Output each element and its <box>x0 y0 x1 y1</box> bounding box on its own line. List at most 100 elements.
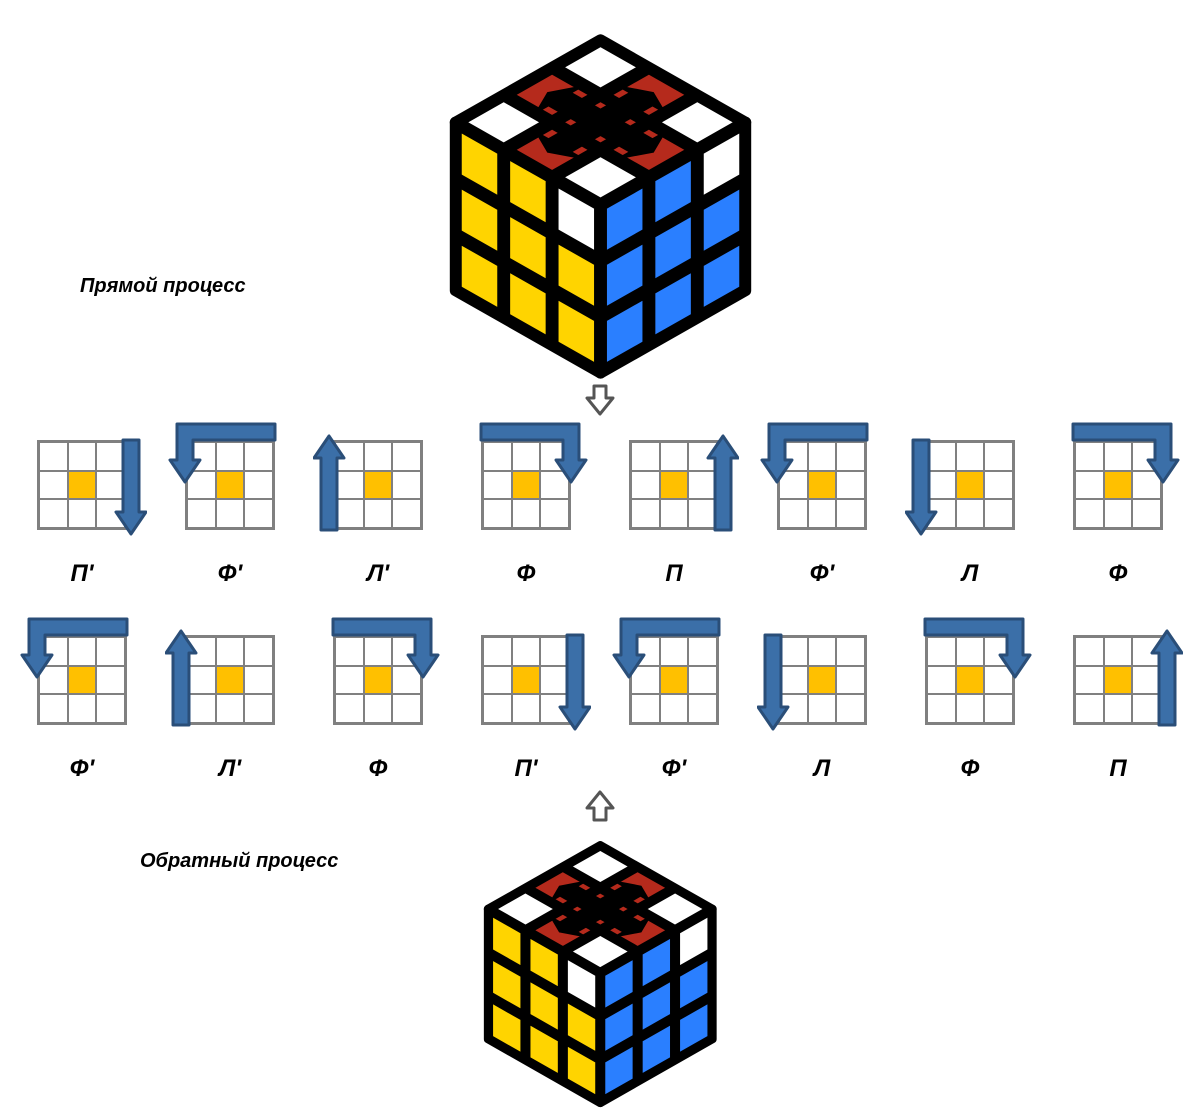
sticker <box>660 637 689 666</box>
sticker <box>483 442 512 471</box>
move-grid <box>37 635 127 725</box>
move-label: Ф' <box>70 755 94 783</box>
move-label: П <box>665 560 682 588</box>
sticker <box>392 637 421 666</box>
sticker <box>631 694 660 723</box>
face-grid <box>185 440 275 530</box>
sticker <box>187 442 216 471</box>
move-label: Ф <box>517 560 536 588</box>
sticker <box>1104 694 1133 723</box>
sticker <box>96 694 125 723</box>
face-grid <box>777 440 867 530</box>
move-grid <box>629 440 719 530</box>
sticker <box>631 637 660 666</box>
center-sticker <box>1104 666 1133 695</box>
center-sticker <box>1104 471 1133 500</box>
center-sticker <box>956 471 985 500</box>
move-label: Л <box>814 755 831 783</box>
sticker <box>631 499 660 528</box>
face-grid <box>333 440 423 530</box>
sticker <box>540 666 569 695</box>
sticker <box>1132 499 1161 528</box>
move-grid <box>333 440 423 530</box>
move-grid <box>37 440 127 530</box>
move-row-1: П'Ф'Л'ФПФ'ЛФ <box>20 440 1180 588</box>
move-cell: П <box>1058 635 1178 783</box>
move-grid <box>481 635 571 725</box>
sticker <box>244 499 273 528</box>
sticker <box>244 666 273 695</box>
move-label: П' <box>71 560 94 588</box>
sticker <box>540 637 569 666</box>
sticker <box>244 471 273 500</box>
sticker <box>836 637 865 666</box>
sticker <box>68 442 97 471</box>
move-cell: Ф <box>466 440 586 588</box>
sticker <box>39 637 68 666</box>
rubiks-cube-icon <box>441 20 760 383</box>
move-cell: Ф <box>1058 440 1178 588</box>
sticker <box>836 694 865 723</box>
face-grid <box>37 635 127 725</box>
sticker <box>927 442 956 471</box>
sticker <box>187 637 216 666</box>
move-label: Ф' <box>662 755 686 783</box>
move-cell: Л' <box>170 635 290 783</box>
move-cell: П' <box>22 440 142 588</box>
sticker <box>39 694 68 723</box>
sticker <box>688 471 717 500</box>
sticker <box>244 637 273 666</box>
sticker <box>244 442 273 471</box>
sticker <box>956 499 985 528</box>
move-label: П' <box>515 755 538 783</box>
sticker <box>779 471 808 500</box>
move-grid <box>481 440 571 530</box>
center-sticker <box>660 666 689 695</box>
move-cell: Л <box>762 635 882 783</box>
sticker <box>244 694 273 723</box>
sticker <box>483 499 512 528</box>
face-grid <box>629 635 719 725</box>
sticker <box>512 637 541 666</box>
face-grid <box>925 440 1015 530</box>
sticker <box>984 442 1013 471</box>
sticker <box>96 666 125 695</box>
diagram-container: Прямой процесс П'Ф'Л'ФПФ'ЛФ Ф'Л'ФП'Ф'ЛФП… <box>20 20 1180 1096</box>
center-sticker <box>956 666 985 695</box>
move-row-2: Ф'Л'ФП'Ф'ЛФП <box>20 635 1180 783</box>
sticker <box>187 666 216 695</box>
sticker <box>631 471 660 500</box>
sticker <box>335 666 364 695</box>
sticker <box>779 442 808 471</box>
sticker <box>984 694 1013 723</box>
move-label: Л' <box>367 560 389 588</box>
sticker <box>808 499 837 528</box>
sticker <box>956 442 985 471</box>
sticker <box>688 442 717 471</box>
sticker <box>512 694 541 723</box>
sticker <box>335 637 364 666</box>
move-label: Ф <box>1109 560 1128 588</box>
center-sticker <box>216 471 245 500</box>
sticker <box>68 637 97 666</box>
center-sticker <box>660 471 689 500</box>
face-grid <box>481 635 571 725</box>
sticker <box>512 442 541 471</box>
sticker <box>483 637 512 666</box>
face-grid <box>629 440 719 530</box>
move-cell: Ф <box>318 635 438 783</box>
move-cell: Л <box>910 440 1030 588</box>
sticker <box>779 499 808 528</box>
sticker <box>984 637 1013 666</box>
sticker <box>483 694 512 723</box>
sticker <box>364 637 393 666</box>
sticker <box>1104 499 1133 528</box>
sticker <box>688 694 717 723</box>
sticker <box>660 499 689 528</box>
face-grid <box>1073 440 1163 530</box>
center-sticker <box>68 666 97 695</box>
sticker <box>216 442 245 471</box>
sticker <box>808 694 837 723</box>
sticker <box>1075 442 1104 471</box>
move-grid <box>185 635 275 725</box>
